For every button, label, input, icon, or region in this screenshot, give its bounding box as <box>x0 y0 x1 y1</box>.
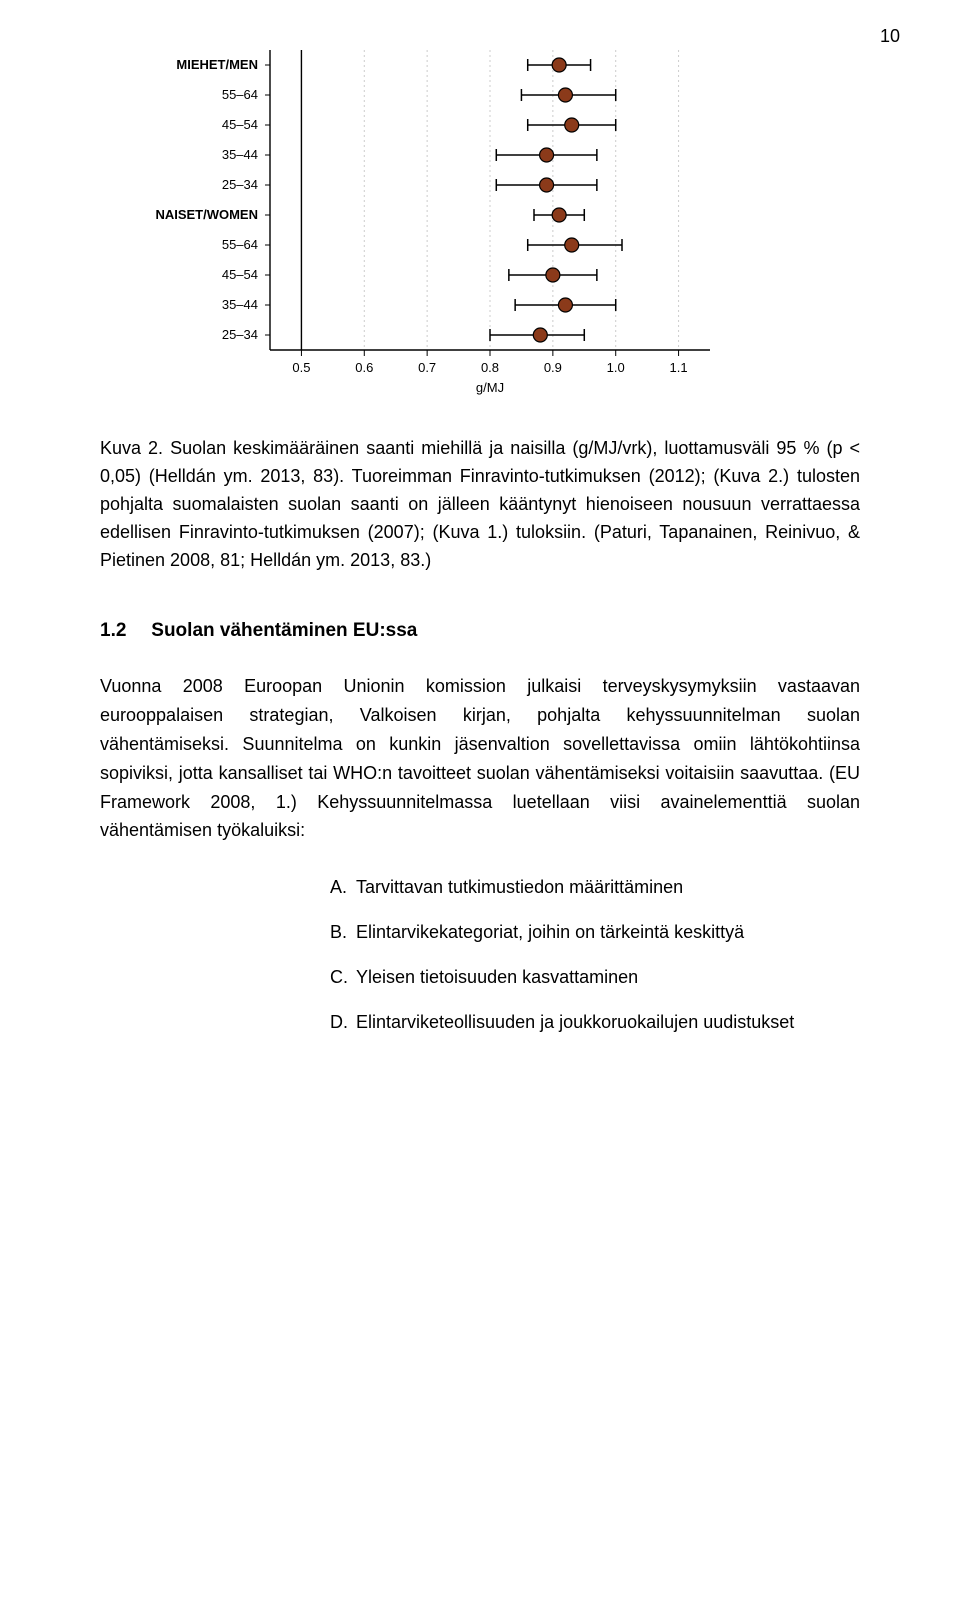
svg-text:0.7: 0.7 <box>418 360 436 375</box>
list-item-text: Tarvittavan tutkimustiedon määrittäminen <box>356 877 683 897</box>
list-item-text: Elintarviketeollisuuden ja joukkoruokail… <box>356 1012 794 1032</box>
forest-chart: 0.5 0.6 0.7 0.8 0.9 1.0 1.1 MIEHET/MEN 55–64 45–5… <box>130 40 860 405</box>
svg-text:45–54: 45–54 <box>222 117 258 132</box>
page: 10 0.5 0.6 0.7 0.8 0.9 1.0 1.1 MIEHET/MEN 55–64 4… <box>0 0 960 1611</box>
svg-text:35–44: 35–44 <box>222 147 258 162</box>
avain-list: A.Tarvittavan tutkimustiedon määrittämin… <box>330 873 860 1036</box>
svg-text:1.0: 1.0 <box>607 360 625 375</box>
list-item: C.Yleisen tietoisuuden kasvattaminen <box>330 963 860 992</box>
heading-text: Suolan vähentäminen EU:ssa <box>151 620 417 641</box>
svg-text:55–64: 55–64 <box>222 87 258 102</box>
section-heading: 1.2 Suolan vähentäminen EU:ssa <box>100 620 860 642</box>
svg-text:55–64: 55–64 <box>222 237 258 252</box>
body-paragraph: Vuonna 2008 Euroopan Unionin komission j… <box>100 672 860 845</box>
svg-text:0.6: 0.6 <box>355 360 373 375</box>
svg-text:MIEHET/MEN: MIEHET/MEN <box>176 57 258 72</box>
list-item-letter: A. <box>330 873 356 902</box>
list-item-letter: D. <box>330 1008 356 1037</box>
figure-caption: Kuva 2. Suolan keskimääräinen saanti mie… <box>100 435 860 574</box>
list-item: D.Elintarviketeollisuuden ja joukkoruoka… <box>330 1008 860 1037</box>
svg-text:0.9: 0.9 <box>544 360 562 375</box>
svg-text:25–34: 25–34 <box>222 327 258 342</box>
svg-text:1.1: 1.1 <box>670 360 688 375</box>
svg-text:25–34: 25–34 <box>222 177 258 192</box>
heading-number: 1.2 <box>100 620 146 642</box>
list-item: B.Elintarvikekategoriat, joihin on tärke… <box>330 918 860 947</box>
chart-svg: 0.5 0.6 0.7 0.8 0.9 1.0 1.1 MIEHET/MEN 55–64 45–5… <box>130 40 730 400</box>
list-item-text: Yleisen tietoisuuden kasvattaminen <box>356 967 638 987</box>
list-item-letter: C. <box>330 963 356 992</box>
svg-text:g/MJ: g/MJ <box>476 380 504 395</box>
list-item-letter: B. <box>330 918 356 947</box>
svg-text:0.5: 0.5 <box>292 360 310 375</box>
svg-text:NAISET/WOMEN: NAISET/WOMEN <box>155 207 258 222</box>
svg-text:0.8: 0.8 <box>481 360 499 375</box>
svg-text:45–54: 45–54 <box>222 267 258 282</box>
svg-text:35–44: 35–44 <box>222 297 258 312</box>
list-item-text: Elintarvikekategoriat, joihin on tärkein… <box>356 922 744 942</box>
list-item: A.Tarvittavan tutkimustiedon määrittämin… <box>330 873 860 902</box>
page-number: 10 <box>880 26 900 47</box>
